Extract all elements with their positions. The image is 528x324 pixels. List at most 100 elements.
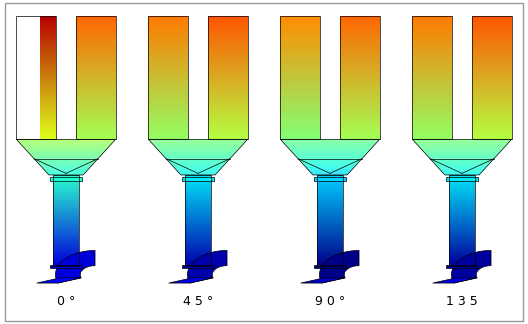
Polygon shape: [298, 158, 362, 159]
Bar: [412, 133, 452, 135]
Bar: [76, 36, 116, 38]
Bar: [449, 251, 475, 252]
Bar: [340, 33, 380, 35]
Bar: [317, 261, 343, 262]
Bar: [208, 79, 248, 81]
Bar: [412, 77, 452, 79]
Bar: [340, 25, 380, 27]
Bar: [412, 16, 452, 18]
Bar: [53, 184, 79, 185]
Bar: [446, 177, 478, 181]
Bar: [185, 219, 211, 220]
Bar: [185, 239, 211, 241]
Bar: [41, 93, 56, 95]
Bar: [472, 16, 512, 139]
Bar: [76, 27, 116, 29]
Bar: [53, 240, 79, 242]
Bar: [472, 128, 512, 130]
Bar: [53, 202, 79, 203]
Bar: [449, 212, 475, 214]
Bar: [53, 242, 79, 243]
Bar: [208, 133, 248, 135]
Bar: [76, 81, 116, 82]
Bar: [412, 47, 452, 49]
Bar: [41, 43, 56, 45]
Bar: [412, 134, 452, 136]
Bar: [412, 102, 452, 104]
Bar: [185, 260, 211, 261]
Bar: [412, 39, 452, 41]
Bar: [412, 114, 452, 116]
Bar: [41, 127, 56, 129]
Bar: [76, 134, 116, 136]
Bar: [76, 88, 116, 90]
Bar: [76, 125, 116, 127]
Bar: [76, 87, 116, 88]
Bar: [340, 77, 380, 79]
Bar: [208, 51, 248, 53]
Bar: [317, 198, 343, 200]
Bar: [412, 68, 452, 70]
Bar: [185, 175, 211, 266]
Bar: [53, 206, 79, 208]
Polygon shape: [444, 174, 480, 175]
Bar: [76, 70, 116, 72]
Bar: [449, 228, 475, 229]
Bar: [412, 124, 452, 125]
Bar: [340, 73, 380, 75]
Bar: [412, 65, 452, 67]
Bar: [53, 224, 79, 225]
Bar: [208, 62, 248, 64]
Bar: [53, 208, 79, 209]
Polygon shape: [32, 156, 100, 157]
Bar: [208, 71, 248, 73]
Bar: [280, 27, 320, 29]
Bar: [76, 93, 116, 95]
Bar: [449, 193, 475, 194]
Bar: [41, 30, 56, 32]
Bar: [41, 19, 56, 21]
Bar: [148, 130, 188, 132]
Bar: [76, 98, 116, 99]
Bar: [148, 131, 188, 133]
Bar: [449, 247, 475, 249]
Bar: [53, 255, 79, 257]
Bar: [185, 233, 211, 234]
Bar: [412, 42, 452, 44]
Bar: [340, 108, 380, 110]
Bar: [472, 27, 512, 29]
Bar: [412, 38, 452, 39]
Bar: [148, 27, 188, 29]
Bar: [449, 244, 475, 245]
Bar: [340, 19, 380, 21]
Bar: [41, 33, 56, 35]
Polygon shape: [42, 167, 90, 168]
Bar: [472, 24, 512, 26]
Bar: [185, 203, 211, 204]
Bar: [185, 264, 211, 266]
Bar: [148, 64, 188, 65]
Bar: [412, 70, 452, 72]
Bar: [472, 90, 512, 92]
Bar: [317, 226, 343, 227]
Bar: [449, 246, 475, 248]
Bar: [449, 216, 475, 218]
Bar: [208, 90, 248, 92]
Bar: [76, 118, 116, 119]
Polygon shape: [151, 142, 245, 143]
Bar: [280, 113, 320, 115]
Bar: [412, 17, 452, 19]
Polygon shape: [440, 169, 484, 170]
Bar: [340, 64, 380, 65]
Bar: [185, 178, 211, 179]
Polygon shape: [167, 160, 229, 161]
Polygon shape: [33, 157, 99, 158]
Bar: [340, 36, 380, 38]
Bar: [76, 113, 116, 115]
Bar: [185, 235, 211, 236]
Bar: [53, 191, 79, 193]
Bar: [317, 260, 343, 261]
Polygon shape: [187, 250, 227, 283]
Bar: [340, 122, 380, 124]
Bar: [76, 17, 116, 19]
